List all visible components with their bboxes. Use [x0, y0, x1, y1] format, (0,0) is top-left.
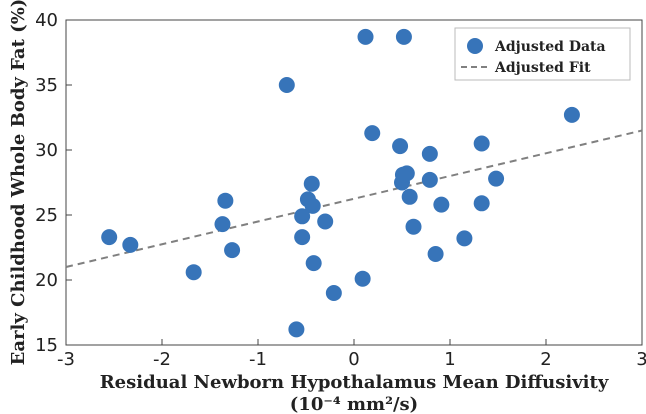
- data-point: [288, 321, 305, 338]
- data-point: [488, 170, 505, 187]
- y-tick-label: 15: [35, 335, 58, 356]
- data-point: [217, 192, 234, 209]
- x-tick-label: 3: [636, 349, 646, 370]
- data-point: [317, 213, 334, 230]
- fit-line-layer: [65, 129, 643, 268]
- data-point: [354, 270, 371, 287]
- data-point: [364, 125, 381, 142]
- data-point: [278, 77, 295, 93]
- data-point: [101, 229, 118, 246]
- data-point: [357, 28, 374, 45]
- legend-box: [454, 27, 631, 81]
- x-axis-title: Residual Newborn Hypothalamus Mean Diffu…: [100, 372, 609, 393]
- x-tick-label: 2: [540, 349, 551, 370]
- y-tick-label: 20: [35, 270, 58, 291]
- data-point: [392, 138, 409, 155]
- x-tick-label: 0: [348, 349, 359, 370]
- data-point: [294, 208, 311, 225]
- data-point: [294, 229, 311, 246]
- data-point: [325, 285, 342, 301]
- data-point: [473, 135, 490, 152]
- legend-label-fit: Adjusted Fit: [494, 60, 591, 76]
- data-point: [473, 195, 490, 212]
- y-tick-label: 30: [35, 140, 58, 161]
- data-point: [303, 175, 320, 192]
- legend-label-data: Adjusted Data: [494, 39, 606, 55]
- data-point: [421, 171, 438, 188]
- data-point: [304, 197, 321, 214]
- y-tick-label: 40: [35, 10, 58, 31]
- data-point: [456, 230, 473, 247]
- data-point: [122, 236, 139, 253]
- data-point: [305, 255, 322, 272]
- legend: Adjusted Data Adjusted Fit: [454, 27, 631, 81]
- y-tick-label: 35: [35, 75, 58, 96]
- data-point: [224, 242, 241, 259]
- data-points: [101, 28, 580, 338]
- data-point: [427, 246, 444, 262]
- data-point: [185, 264, 202, 281]
- data-point: [563, 106, 580, 123]
- data-point: [401, 188, 418, 205]
- x-axis-units: (10⁻⁴ mm²/s): [290, 394, 418, 414]
- data-point: [398, 165, 415, 182]
- data-point: [405, 218, 422, 235]
- x-tick-label: 1: [444, 349, 455, 370]
- data-point: [214, 216, 231, 233]
- fit-line: [65, 129, 643, 268]
- x-tick-label: -1: [249, 349, 267, 370]
- x-tick-label: -3: [57, 349, 75, 370]
- y-axis-title: Early Childhood Whole Body Fat (%): [8, 0, 29, 365]
- legend-marker-data: [467, 38, 483, 54]
- data-point: [395, 28, 412, 45]
- data-point: [433, 196, 450, 213]
- x-tick-label: -2: [153, 349, 171, 370]
- axis-ticks: -3 -2 -1 0 1 2 3 15 20 25 30 35 40: [35, 10, 646, 370]
- y-tick-label: 25: [35, 205, 58, 226]
- data-point: [421, 145, 438, 162]
